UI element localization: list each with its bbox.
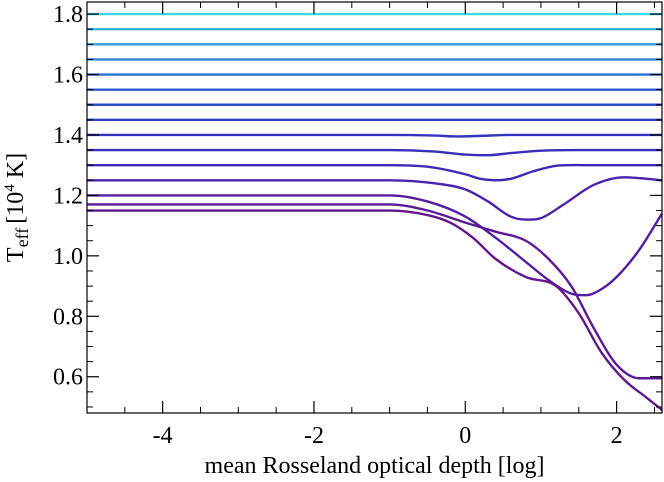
y-tick-label: 1.6 <box>53 63 83 89</box>
series-line-12 <box>86 176 663 221</box>
series-line-13 <box>87 194 664 297</box>
y-tick-label: 0.6 <box>53 365 83 391</box>
series-line-14 <box>87 203 662 380</box>
series-line-9 <box>87 133 662 138</box>
y-label-main: T <box>3 247 29 262</box>
x-tick-label: 2 <box>611 423 623 449</box>
y-label-bracket: [10 <box>3 192 29 224</box>
x-tick-label: -2 <box>304 423 324 449</box>
y-tick-label: 1.2 <box>53 183 83 209</box>
y-label-unit: K] <box>3 153 29 184</box>
y-label-subscript: eff <box>12 228 32 248</box>
y-tick-label: 0.8 <box>53 304 83 330</box>
y-label-superscript: 4 <box>2 184 18 192</box>
series-layer <box>86 12 664 411</box>
x-tick-label: 0 <box>459 423 471 449</box>
y-tick-label: 1.4 <box>53 123 83 149</box>
y-tick-label: 1.8 <box>53 2 83 28</box>
series-line-15 <box>87 209 663 411</box>
plot-frame <box>86 1 663 414</box>
series-line-11 <box>87 163 662 182</box>
x-axis-label: mean Rosseland optical depth [log] <box>205 453 545 479</box>
series-line-10 <box>86 148 662 157</box>
tick-layer <box>86 2 662 413</box>
x-tick-label: -4 <box>153 423 173 449</box>
y-tick-label: 1.0 <box>53 244 83 270</box>
tick-label-layer: -4 -2 0 2 0.6 0.8 1.0 1.2 1.4 1.6 1.8 <box>53 2 623 449</box>
y-axis-label: Teff [104 K] <box>2 153 32 262</box>
